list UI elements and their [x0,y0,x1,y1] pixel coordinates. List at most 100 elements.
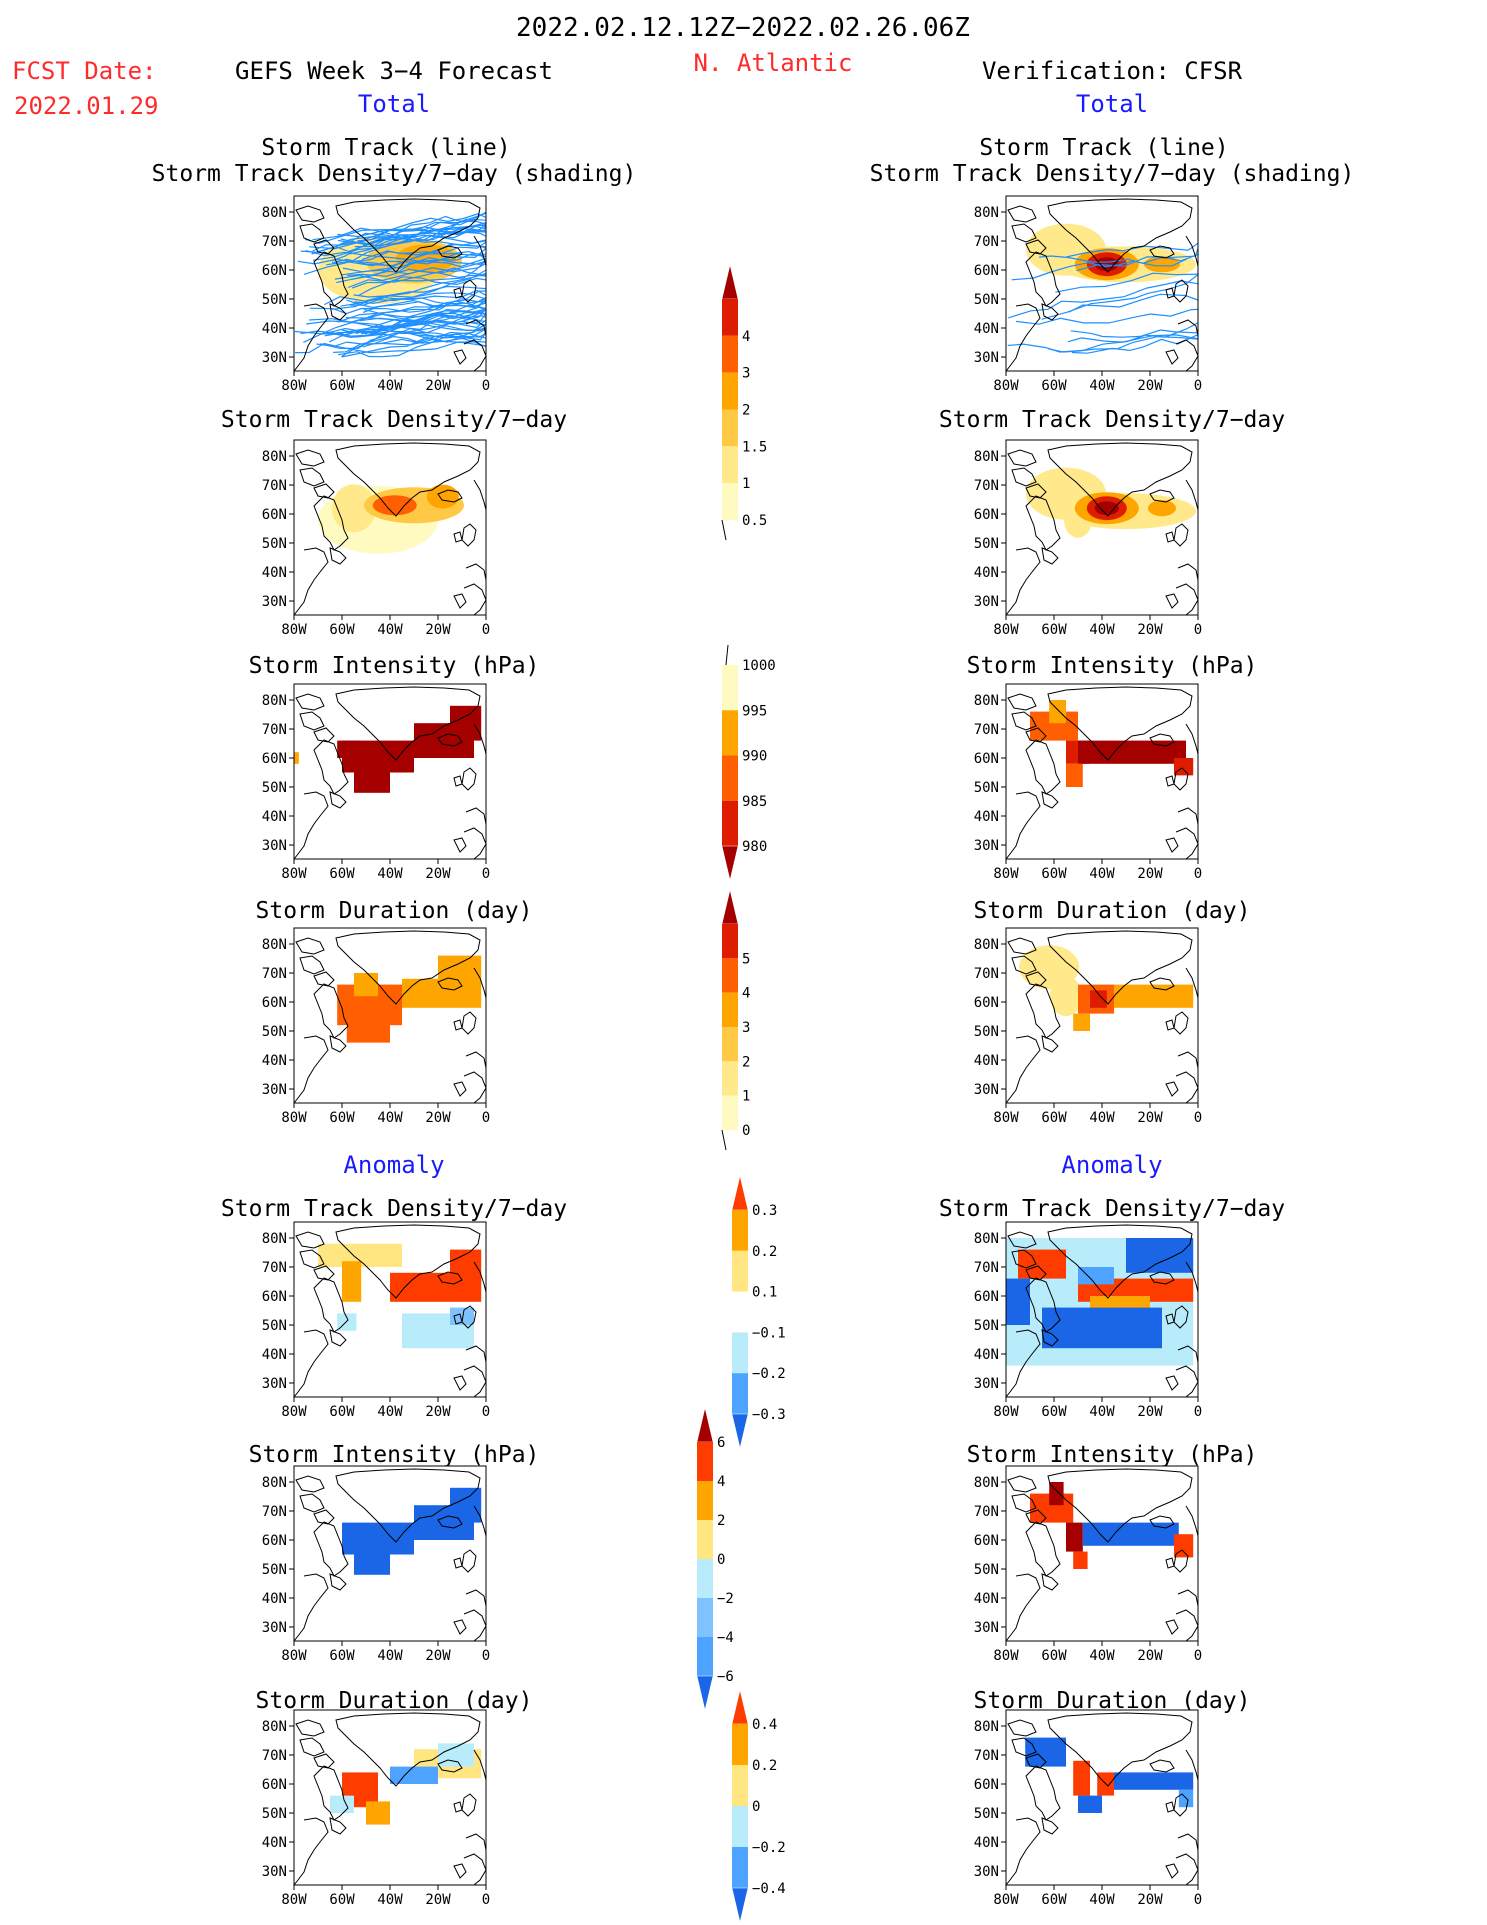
colorbar-segment [722,372,738,410]
lat-tick-label: 30N [974,594,999,610]
coastline [1165,1863,1179,1879]
lat-tick-label: 30N [262,1376,287,1392]
lat-tick-label: 70N [262,1260,287,1276]
coastline [473,1749,486,1781]
map-cell [346,1019,390,1043]
coastline [335,1224,481,1299]
colorbar-segment [722,409,738,447]
coastline [299,1737,325,1757]
coastline [313,1277,349,1333]
region-title: N. Atlantic [694,49,853,77]
lat-tick-label: 80N [974,205,999,221]
lat-tick-label: 30N [262,1620,287,1636]
colorbar-label: 1000 [742,658,776,674]
storm-track-line [344,330,486,343]
coastline [294,791,329,859]
coastline [1047,686,1193,761]
lon-tick-label: 40W [377,622,403,638]
lon-tick-label: 80W [281,866,307,882]
colorbar-segment [722,335,738,373]
colorbar-label: 0 [717,1552,725,1568]
coastline [1165,1801,1175,1813]
coastline [313,727,335,743]
coastline [1025,251,1061,307]
map-cell [450,1307,474,1325]
title-density-left: Storm Track Density/7−day [221,407,567,433]
colorbar-label: 995 [742,703,767,719]
lon-tick-label: 20W [425,1648,451,1664]
lat-tick-label: 70N [262,966,287,982]
storm-track-line [324,312,486,337]
title-duration-right: Storm Duration (day) [974,898,1251,924]
map-contour-fill [1094,257,1119,272]
map-panel-obs_duration: 80N 70N 60N 50N 40N 30N 80W 60W 40W 20W 0 [974,927,1202,1126]
storm-track-line [1071,334,1198,354]
coastline [295,1475,325,1493]
colorbar-label: 0.5 [742,513,767,529]
storm-track-line [1007,322,1198,353]
lat-tick-label: 60N [974,751,999,767]
colorbar-label: 0.1 [752,1285,777,1301]
storm-track-line [294,322,486,336]
colorbar-density_total: 4 3 2 1.5 1 0.5 [721,264,767,541]
coastline [1165,1081,1179,1097]
map-contour-fill [1148,500,1176,517]
colorbar-segment [697,1637,713,1676]
coastline [294,1329,329,1397]
lat-tick-label: 50N [974,1318,999,1334]
coastline [453,531,463,543]
coastline [437,977,463,991]
coastline [1185,723,1198,755]
lon-tick-label: 60W [1041,378,1067,394]
map-cell [294,752,299,764]
lat-tick-label: 50N [262,1024,287,1040]
coastline [1165,1557,1175,1569]
lat-tick-label: 80N [262,693,287,709]
colorbar-density_anom: 0.3 0.2 0.1 −0.1 −0.2 −0.3 [731,1175,786,1449]
lon-tick-label: 20W [425,378,451,394]
coastline [437,1515,463,1529]
lon-tick-label: 80W [281,1648,307,1664]
map-cell [1082,1522,1179,1546]
colorbar-segment [697,1598,713,1637]
storm-track-line [1011,258,1187,281]
map-panel-fcst_intensity_anom: 80N 70N 60N 50N 40N 30N 80W 60W 40W 20W 0 [262,1465,490,1664]
colorbar-segment [722,1095,738,1130]
lon-tick-label: 40W [377,1892,403,1908]
coastline [1025,1277,1061,1333]
lat-tick-label: 30N [974,1082,999,1098]
coastline [453,349,467,365]
storm-track-line [333,331,486,353]
coastline [437,489,463,503]
coastline [1165,287,1175,299]
coastline [299,1249,325,1269]
map-cell [1126,1238,1194,1273]
colorbar-segment [722,800,738,846]
colorbar-segment [722,665,738,711]
map-cell [1174,758,1194,776]
colorbar-label: 990 [742,749,767,765]
lat-tick-label: 40N [262,565,287,581]
coastline [335,442,481,517]
period-title: 2022.02.12.12Z−2022.02.26.06Z [516,13,970,43]
storm-track-line [335,213,486,247]
storm-track-line [347,260,486,277]
coastline [1047,198,1193,273]
coastline [1011,711,1037,731]
coastline [313,1265,335,1281]
lat-tick-label: 70N [974,1260,999,1276]
storm-track-line [324,285,486,306]
lon-tick-label: 60W [329,1110,355,1126]
colorbar-label: 0 [752,1799,760,1815]
map-cell [354,1551,390,1575]
lon-tick-label: 60W [329,1404,355,1420]
lon-tick-label: 0 [1194,866,1202,882]
coastline [1165,593,1179,609]
colorbar-segment [732,1291,748,1333]
coastline [1025,1521,1061,1577]
map-cell [1066,763,1083,787]
map-contour-fill [372,495,417,516]
coastline [1011,1249,1037,1269]
lat-tick-label: 80N [974,693,999,709]
